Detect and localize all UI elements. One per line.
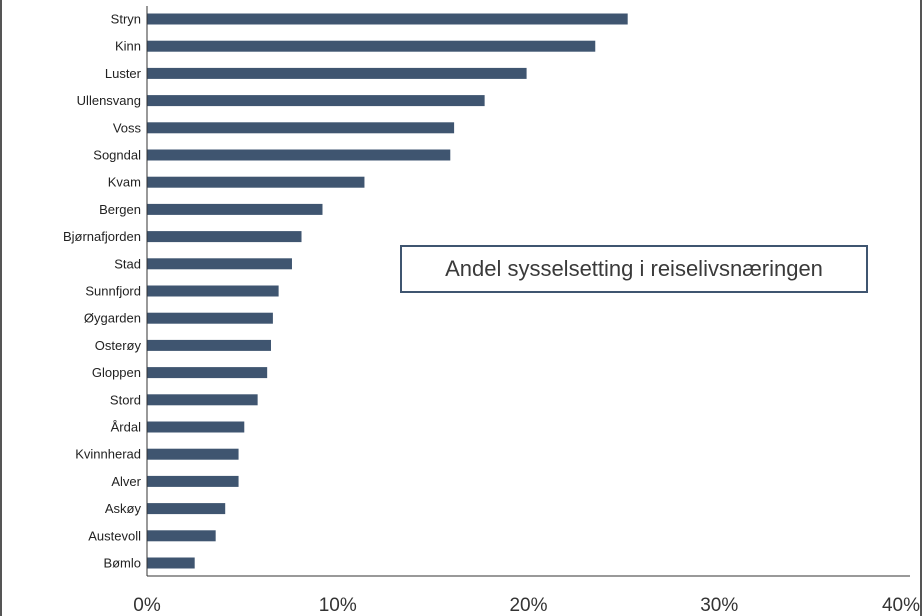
category-label-sogndal: Sogndal <box>93 148 141 163</box>
category-label-luster: Luster <box>105 66 142 81</box>
bar-osteroy <box>147 339 271 351</box>
bar-alver <box>147 475 239 487</box>
bar-stad <box>147 258 292 270</box>
x-tick-label-0: 0% <box>133 595 161 616</box>
category-label-alver: Alver <box>111 474 141 489</box>
bar-sogndal <box>147 149 451 161</box>
bar-gloppen <box>147 367 268 379</box>
bar-austevoll <box>147 530 216 542</box>
bars-group <box>147 13 628 569</box>
category-label-ullensvang: Ullensvang <box>77 93 141 108</box>
category-label-osteroy: Osterøy <box>95 338 142 353</box>
x-tick-label-4: 40% <box>882 595 920 616</box>
bar-bjornafjorden <box>147 231 302 243</box>
category-label-kvam: Kvam <box>108 175 141 190</box>
bar-oygarden <box>147 312 273 324</box>
x-tick-labels-group: 0% 10% 20% 30% 40% <box>133 595 920 616</box>
x-tick-label-3: 30% <box>700 595 738 616</box>
bar-luster <box>147 67 527 79</box>
category-label-stad: Stad <box>114 256 141 271</box>
category-label-sunnfjord: Sunnfjord <box>85 284 141 299</box>
category-label-voss: Voss <box>113 120 142 135</box>
category-label-stord: Stord <box>110 392 141 407</box>
bar-askoy <box>147 503 226 515</box>
category-label-gloppen: Gloppen <box>92 365 141 380</box>
bar-stord <box>147 394 258 406</box>
bar-kinn <box>147 40 596 52</box>
bar-voss <box>147 122 455 134</box>
category-label-ardal: Årdal <box>111 420 141 435</box>
category-label-bomlo: Bømlo <box>103 556 141 571</box>
category-label-stryn: Stryn <box>111 12 141 27</box>
legend: Andel sysselsetting i reiselivsnæringen <box>400 245 868 293</box>
x-tick-label-1: 10% <box>319 595 357 616</box>
category-label-bergen: Bergen <box>99 202 141 217</box>
bar-sunnfjord <box>147 285 279 297</box>
category-labels-group: Stryn Kinn Luster Ullensvang Voss Sogndal Kvam… <box>63 12 142 571</box>
bar-bomlo <box>147 557 195 569</box>
bar-ullensvang <box>147 95 485 107</box>
bar-ardal <box>147 421 245 433</box>
bar-stryn <box>147 13 628 25</box>
category-label-oygarden: Øygarden <box>84 311 141 326</box>
bar-bergen <box>147 203 323 215</box>
category-label-kinn: Kinn <box>115 39 141 54</box>
bar-kvinnherad <box>147 448 239 460</box>
category-label-bjornafjorden: Bjørnafjorden <box>63 229 141 244</box>
category-label-askoy: Askøy <box>105 501 142 516</box>
category-label-austevoll: Austevoll <box>88 528 141 543</box>
legend-label: Andel sysselsetting i reiselivsnæringen <box>445 256 823 281</box>
category-label-kvinnherad: Kvinnherad <box>75 447 141 462</box>
x-tick-label-2: 20% <box>509 595 547 616</box>
bar-kvam <box>147 176 365 188</box>
